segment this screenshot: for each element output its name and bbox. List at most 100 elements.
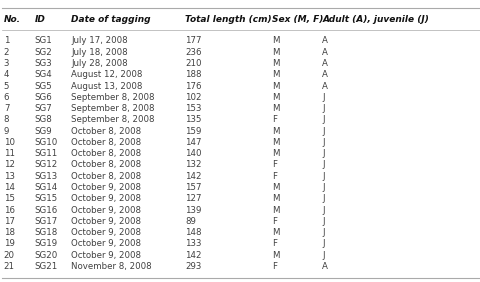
Text: F: F [271,115,276,124]
Text: October 9, 2008: October 9, 2008 [71,251,141,260]
Text: 293: 293 [185,262,201,271]
Text: ID: ID [35,15,46,23]
Text: July 17, 2008: July 17, 2008 [71,36,128,45]
Text: 20: 20 [4,251,15,260]
Text: 18: 18 [4,228,15,237]
Text: J: J [322,172,324,181]
Text: SG15: SG15 [35,194,58,203]
Text: September 8, 2008: September 8, 2008 [71,93,155,102]
Text: 16: 16 [4,206,15,215]
Text: October 8, 2008: October 8, 2008 [71,127,141,136]
Text: 10: 10 [4,138,15,147]
Text: SG6: SG6 [35,93,52,102]
Text: M: M [271,81,279,91]
Text: October 8, 2008: October 8, 2008 [71,149,141,158]
Text: M: M [271,104,279,113]
Text: 135: 135 [185,115,201,124]
Text: SG13: SG13 [35,172,58,181]
Text: 127: 127 [185,194,201,203]
Text: J: J [322,127,324,136]
Text: 1: 1 [4,36,9,45]
Text: SG17: SG17 [35,217,58,226]
Text: SG5: SG5 [35,81,52,91]
Text: SG14: SG14 [35,183,58,192]
Text: F: F [271,217,276,226]
Text: 11: 11 [4,149,15,158]
Text: July 28, 2008: July 28, 2008 [71,59,128,68]
Text: M: M [271,93,279,102]
Text: M: M [271,127,279,136]
Text: A: A [322,262,327,271]
Text: 132: 132 [185,160,201,169]
Text: SG21: SG21 [35,262,58,271]
Text: SG19: SG19 [35,239,58,248]
Text: 8: 8 [4,115,9,124]
Text: SG2: SG2 [35,48,52,57]
Text: Date of tagging: Date of tagging [71,15,151,23]
Text: Total length (cm): Total length (cm) [185,15,271,23]
Text: 142: 142 [185,172,201,181]
Text: M: M [271,36,279,45]
Text: September 8, 2008: September 8, 2008 [71,104,155,113]
Text: October 9, 2008: October 9, 2008 [71,217,141,226]
Text: October 9, 2008: October 9, 2008 [71,183,141,192]
Text: October 8, 2008: October 8, 2008 [71,160,141,169]
Text: M: M [271,228,279,237]
Text: M: M [271,138,279,147]
Text: J: J [322,217,324,226]
Text: 9: 9 [4,127,9,136]
Text: October 8, 2008: October 8, 2008 [71,138,141,147]
Text: M: M [271,183,279,192]
Text: 140: 140 [185,149,201,158]
Text: 133: 133 [185,239,201,248]
Text: SG3: SG3 [35,59,52,68]
Text: J: J [322,115,324,124]
Text: A: A [322,59,327,68]
Text: J: J [322,251,324,260]
Text: 3: 3 [4,59,9,68]
Text: M: M [271,149,279,158]
Text: SG9: SG9 [35,127,52,136]
Text: 15: 15 [4,194,15,203]
Text: J: J [322,183,324,192]
Text: SG16: SG16 [35,206,58,215]
Text: October 9, 2008: October 9, 2008 [71,194,141,203]
Text: J: J [322,206,324,215]
Text: SG7: SG7 [35,104,52,113]
Text: 139: 139 [185,206,201,215]
Text: 14: 14 [4,183,15,192]
Text: J: J [322,160,324,169]
Text: 13: 13 [4,172,15,181]
Text: F: F [271,160,276,169]
Text: F: F [271,262,276,271]
Text: 5: 5 [4,81,9,91]
Text: SG10: SG10 [35,138,58,147]
Text: M: M [271,59,279,68]
Text: SG18: SG18 [35,228,58,237]
Text: 19: 19 [4,239,15,248]
Text: 102: 102 [185,93,201,102]
Text: J: J [322,194,324,203]
Text: J: J [322,228,324,237]
Text: 153: 153 [185,104,201,113]
Text: F: F [271,239,276,248]
Text: F: F [271,172,276,181]
Text: 12: 12 [4,160,15,169]
Text: J: J [322,149,324,158]
Text: J: J [322,239,324,248]
Text: 176: 176 [185,81,201,91]
Text: No.: No. [4,15,21,23]
Text: 6: 6 [4,93,9,102]
Text: SG12: SG12 [35,160,58,169]
Text: SG20: SG20 [35,251,58,260]
Text: M: M [271,251,279,260]
Text: 2: 2 [4,48,9,57]
Text: A: A [322,36,327,45]
Text: 159: 159 [185,127,201,136]
Text: August 12, 2008: August 12, 2008 [71,70,142,79]
Text: Sex (M, F): Sex (M, F) [271,15,323,23]
Text: 177: 177 [185,36,201,45]
Text: 188: 188 [185,70,201,79]
Text: A: A [322,48,327,57]
Text: 7: 7 [4,104,9,113]
